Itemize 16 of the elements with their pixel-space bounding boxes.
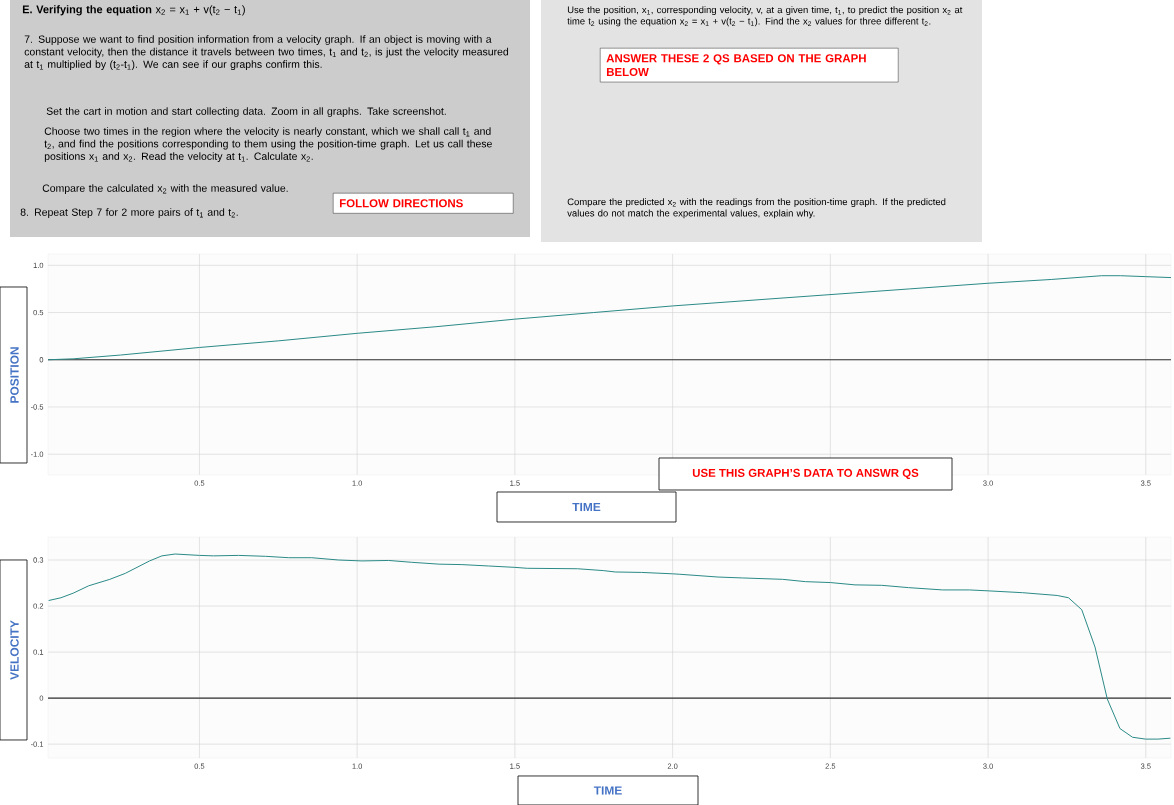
text: Set the cart in motion and start collecting data. Zoom in all graphs. Take screenshot. [46,107,446,117]
text: FOLLOW DIRECTIONS [339,199,463,208]
line-series [48,553,1171,740]
annotation: USE THIS GRAPH’S DATA TO ANSWR QS [692,468,919,480]
text: 8. Repeat Step 7 for 2 more pairs of t$_{1}$ and t$_{2}$. [20,208,238,218]
text: Compare the calculated x$_{2}$ with the measured value. [42,184,288,194]
text: E. Verifying the equation x$_{2}$ = x$_{1}$ + v(t$_{2}$ − t$_{1}$) [22,5,245,16]
text: ANSWER THESE 2 QS BASED ON THE GRAPH BELOW [606,54,866,77]
text: 7. Suppose we want to find position information from a velocity graph. If an object is moving with a constant velocity, then the distance it travels between two times, t$_{1}$ and t$_{2}$, is just the velocity measured at t$_{1}$ multiplied by (t$_{2}$-t$_{1}$). We can see if our graphs confirm this. [24,35,509,71]
x-axis-title: TIME [593,786,622,795]
text: Compare the predicted x$_{2}$ with the readings from the position-time graph. If the predicted values do not match the experimental values, explain why. [567,198,946,219]
y-axis-title: POSITION [10,347,19,403]
text: Use the position, x$_{1}$, corresponding velocity, v, at a given time, t$_{1}$, to predict the position x$_{2}$ at time t$_{2}$ using the equation x$_{2}$ = x$_{1}$ + v(t$_{2}$ − t$_{1}$). Find the x$_{2}$ values for three different t$_{2}$. [567,6,963,27]
x-axis-title: TIME [572,502,601,512]
text: Choose two times in the region where the velocity is nearly constant, which we shall call t$_{1}$ and t$_{2}$, and find the positions corresponding to them using the position-time graph. Let us call these positions x$_{1}$ and x$_{2}$. Read the velocity at t$_{1}$. Calculate x$_{2}$. [44,127,492,163]
y-axis-title: VELOCITY [10,620,19,680]
